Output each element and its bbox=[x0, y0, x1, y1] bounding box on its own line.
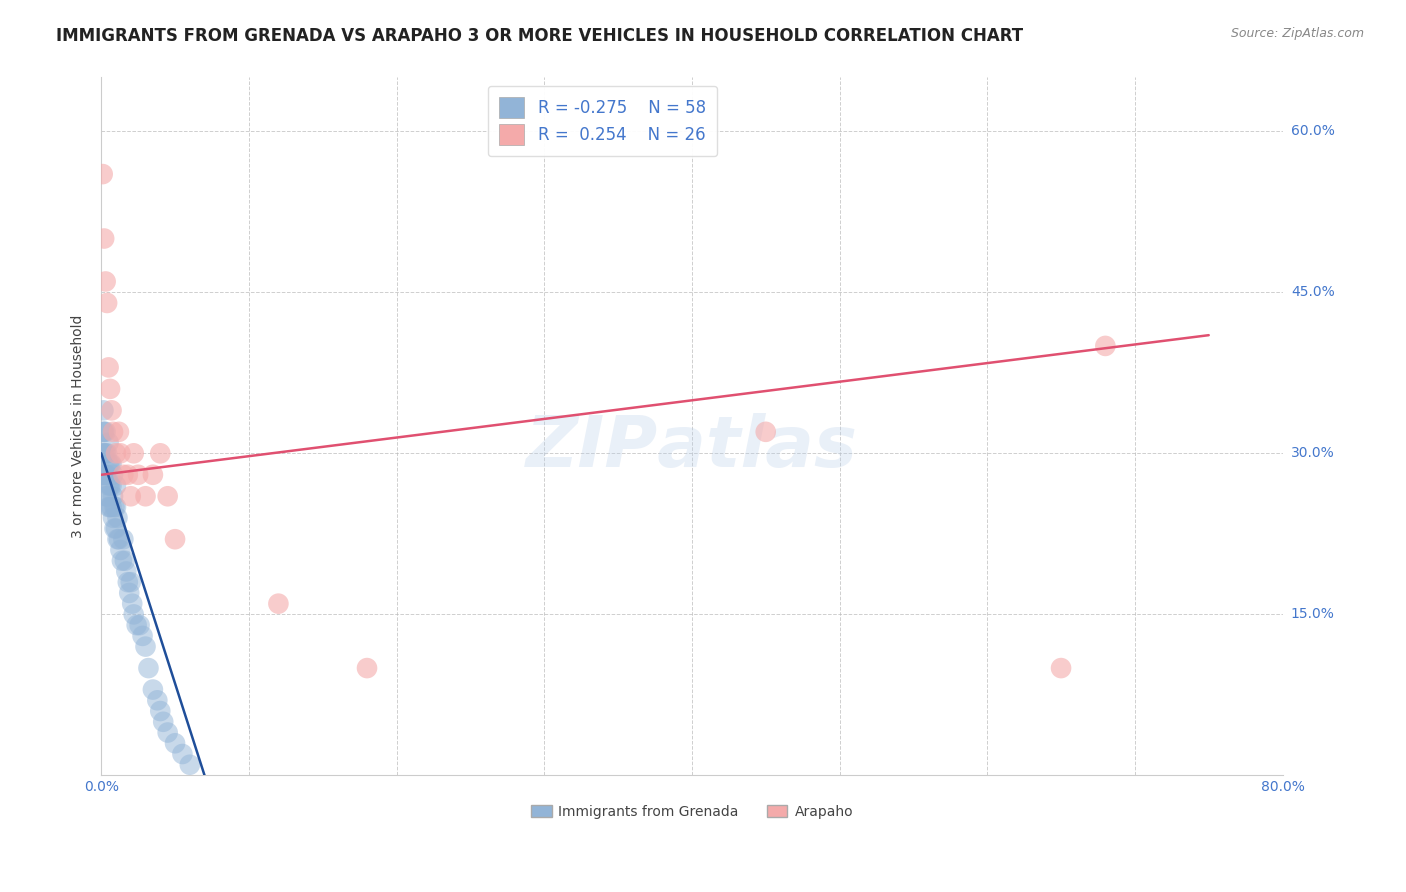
Point bbox=[93, 425, 115, 439]
Point bbox=[97, 478, 120, 492]
Point bbox=[134, 489, 156, 503]
Point bbox=[146, 693, 169, 707]
Point bbox=[156, 725, 179, 739]
Point bbox=[149, 446, 172, 460]
Point bbox=[131, 629, 153, 643]
Point bbox=[163, 736, 186, 750]
Point bbox=[125, 618, 148, 632]
Point bbox=[120, 575, 142, 590]
Point bbox=[127, 467, 149, 482]
Point bbox=[149, 704, 172, 718]
Point bbox=[163, 533, 186, 547]
Text: Source: ZipAtlas.com: Source: ZipAtlas.com bbox=[1230, 27, 1364, 40]
Point bbox=[101, 425, 124, 439]
Point bbox=[100, 500, 122, 514]
Point bbox=[122, 607, 145, 622]
Point bbox=[96, 296, 118, 310]
Point bbox=[94, 446, 117, 460]
Text: 60.0%: 60.0% bbox=[1291, 124, 1334, 138]
Point bbox=[1050, 661, 1073, 675]
Point bbox=[115, 565, 138, 579]
Point bbox=[117, 467, 139, 482]
Point bbox=[121, 597, 143, 611]
Point bbox=[104, 446, 127, 460]
Point bbox=[98, 457, 121, 471]
Text: 15.0%: 15.0% bbox=[1291, 607, 1334, 622]
Point bbox=[97, 500, 120, 514]
Point bbox=[108, 425, 131, 439]
Point bbox=[93, 403, 115, 417]
Point bbox=[100, 478, 122, 492]
Point bbox=[107, 533, 129, 547]
Point bbox=[93, 231, 115, 245]
Point bbox=[94, 467, 117, 482]
Point bbox=[156, 489, 179, 503]
Point bbox=[93, 467, 115, 482]
Point bbox=[94, 275, 117, 289]
Text: ZIP​atlas: ZIP​atlas bbox=[526, 413, 858, 482]
Text: 30.0%: 30.0% bbox=[1291, 446, 1334, 460]
Point bbox=[104, 500, 127, 514]
Point bbox=[91, 167, 114, 181]
Point bbox=[97, 457, 120, 471]
Legend: Immigrants from Grenada, Arapaho: Immigrants from Grenada, Arapaho bbox=[526, 799, 859, 824]
Point bbox=[1094, 339, 1116, 353]
Point bbox=[103, 521, 125, 535]
Point bbox=[104, 478, 127, 492]
Point bbox=[91, 467, 114, 482]
Point bbox=[100, 403, 122, 417]
Point bbox=[122, 446, 145, 460]
Point bbox=[100, 457, 122, 471]
Point bbox=[110, 446, 132, 460]
Point bbox=[101, 467, 124, 482]
Point bbox=[134, 640, 156, 654]
Point bbox=[91, 446, 114, 460]
Point bbox=[172, 747, 194, 761]
Point bbox=[103, 500, 125, 514]
Point bbox=[96, 489, 118, 503]
Point bbox=[128, 618, 150, 632]
Point bbox=[94, 425, 117, 439]
Point bbox=[142, 682, 165, 697]
Point bbox=[152, 714, 174, 729]
Text: IMMIGRANTS FROM GRENADA VS ARAPAHO 3 OR MORE VEHICLES IN HOUSEHOLD CORRELATION C: IMMIGRANTS FROM GRENADA VS ARAPAHO 3 OR … bbox=[56, 27, 1024, 45]
Point bbox=[120, 489, 142, 503]
Point bbox=[111, 554, 134, 568]
Point bbox=[101, 489, 124, 503]
Point bbox=[356, 661, 378, 675]
Point bbox=[108, 533, 131, 547]
Point bbox=[96, 467, 118, 482]
Point bbox=[98, 500, 121, 514]
Point bbox=[110, 543, 132, 558]
Point bbox=[179, 757, 201, 772]
Point bbox=[98, 478, 121, 492]
Point bbox=[755, 425, 778, 439]
Point bbox=[138, 661, 160, 675]
Point bbox=[118, 586, 141, 600]
Point bbox=[117, 575, 139, 590]
Point bbox=[112, 533, 135, 547]
Point bbox=[114, 554, 136, 568]
Text: 45.0%: 45.0% bbox=[1291, 285, 1334, 299]
Point bbox=[101, 510, 124, 524]
Point bbox=[97, 360, 120, 375]
Point bbox=[112, 467, 135, 482]
Y-axis label: 3 or more Vehicles in Household: 3 or more Vehicles in Household bbox=[72, 315, 86, 538]
Point bbox=[93, 446, 115, 460]
Point bbox=[107, 510, 129, 524]
Point bbox=[142, 467, 165, 482]
Point bbox=[93, 425, 115, 439]
Point bbox=[267, 597, 290, 611]
Point bbox=[97, 435, 120, 450]
Point bbox=[104, 521, 127, 535]
Point bbox=[96, 446, 118, 460]
Point bbox=[98, 382, 121, 396]
Point bbox=[94, 489, 117, 503]
